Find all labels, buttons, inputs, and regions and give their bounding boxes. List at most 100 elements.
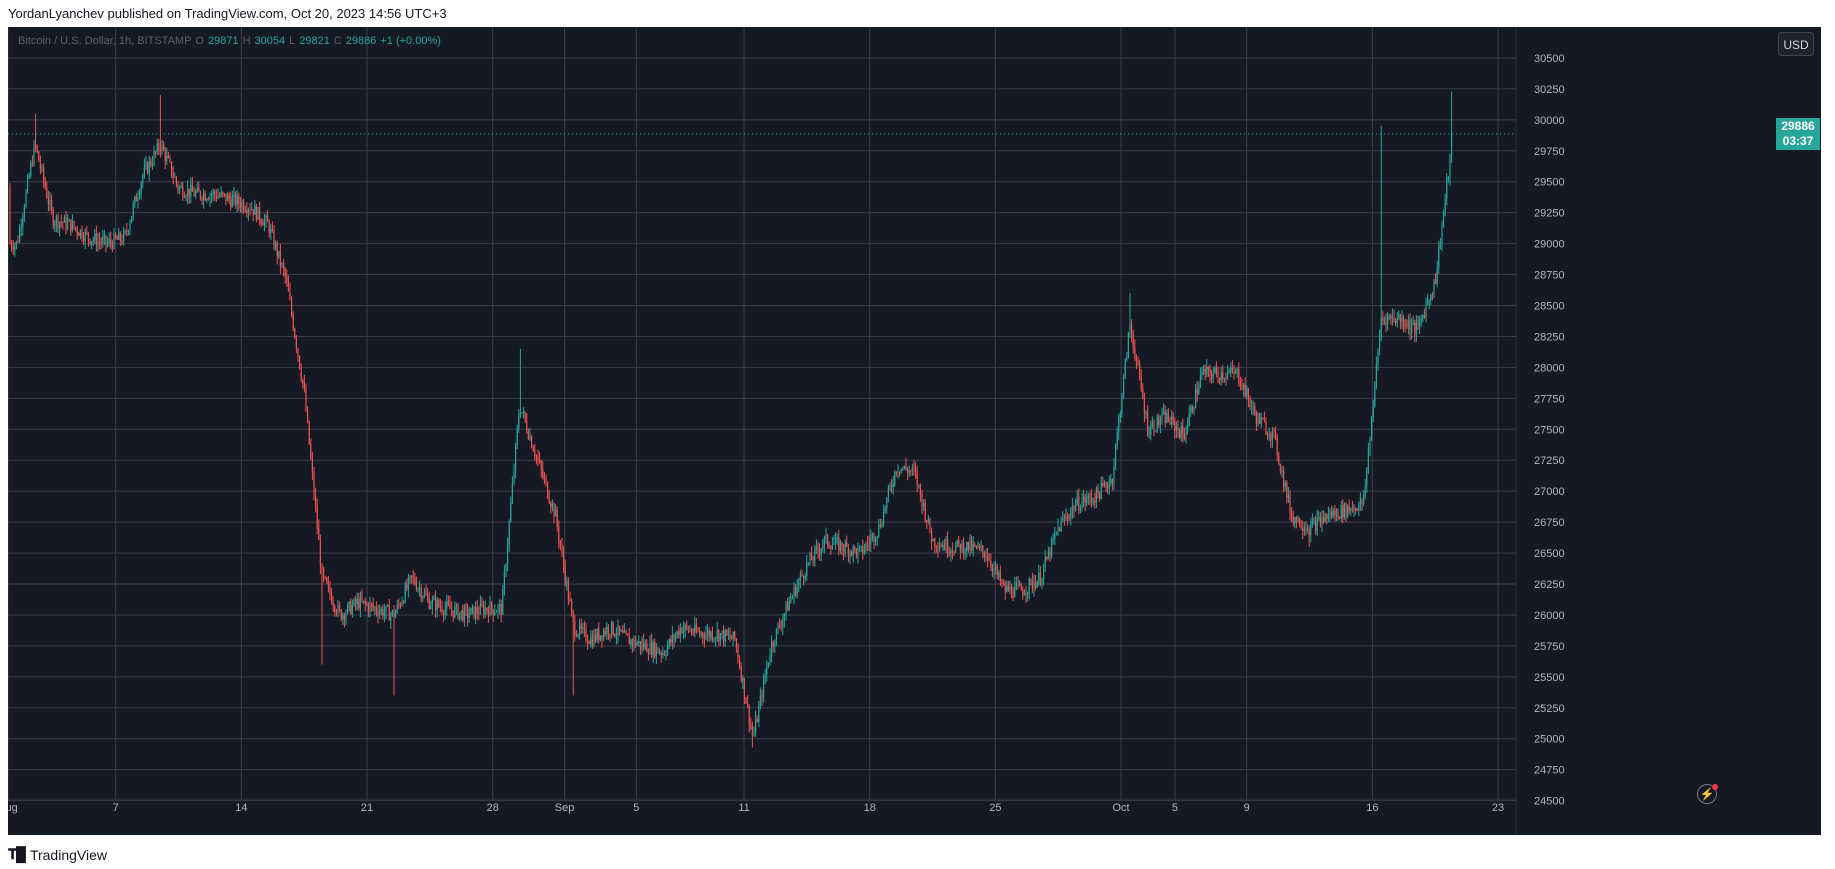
candle-body <box>875 539 877 542</box>
candle-body <box>447 601 449 605</box>
candle-body <box>751 726 753 736</box>
candle-body <box>1399 314 1401 322</box>
candle-body <box>1281 470 1283 472</box>
candle-body <box>636 643 638 646</box>
currency-button[interactable]: USD <box>1778 32 1814 56</box>
candle-body <box>1271 429 1273 440</box>
candle-body <box>1177 426 1179 431</box>
candle-body <box>1209 369 1211 375</box>
candle-body <box>503 572 505 589</box>
y-tick-label: 30500 <box>1534 53 1565 65</box>
candle-body <box>252 209 254 215</box>
candle-body <box>814 547 816 561</box>
candle-body <box>270 228 272 234</box>
candle-body <box>1286 482 1288 498</box>
candle-body <box>33 144 35 165</box>
candle-body <box>548 497 550 503</box>
y-tick-label: 25750 <box>1534 641 1565 653</box>
candle-body <box>193 191 195 197</box>
candle-body <box>833 543 835 546</box>
candle-body <box>838 537 840 552</box>
candle-body <box>115 233 117 238</box>
candle-body <box>563 551 565 567</box>
candle-body <box>703 636 705 640</box>
candle-body <box>292 314 294 330</box>
legend-high: 30054 <box>254 35 286 47</box>
candle-body <box>492 609 494 615</box>
candle-body <box>719 633 721 642</box>
candle-body <box>590 637 592 644</box>
candle-body <box>121 240 123 243</box>
y-tick-label: 29250 <box>1534 208 1565 220</box>
candle-body <box>980 546 982 548</box>
candle-body <box>1214 368 1216 374</box>
candle-body <box>1147 413 1149 435</box>
candle-body <box>1329 511 1331 516</box>
candle-body <box>660 652 662 655</box>
candle-body <box>515 444 517 471</box>
candle-body <box>1361 499 1363 505</box>
candle-body <box>1051 539 1053 557</box>
candle-body <box>700 633 702 635</box>
candle-body <box>782 619 784 627</box>
candle-body <box>975 545 977 549</box>
candle-body <box>1100 483 1102 499</box>
candle-body <box>1316 517 1318 532</box>
candle-body <box>1403 317 1405 327</box>
bar-countdown: 03:37 <box>1782 133 1814 148</box>
candle-body <box>187 188 189 197</box>
candle-body <box>516 428 518 445</box>
candle-body <box>828 545 830 548</box>
candle-body <box>401 601 403 606</box>
candle-body <box>251 209 253 211</box>
candle-body <box>743 678 745 698</box>
x-tick-label: Sep <box>555 802 575 814</box>
candle-body <box>638 641 640 644</box>
candle-body <box>649 642 651 654</box>
candle-body <box>758 705 760 722</box>
candle-body <box>286 276 288 281</box>
candle-body <box>425 592 427 596</box>
candle-body <box>1041 578 1043 585</box>
candle-body <box>572 611 574 622</box>
candle-body <box>1123 375 1125 397</box>
candle-body <box>211 194 213 196</box>
candle-body <box>41 167 43 169</box>
candle-body <box>1278 455 1280 464</box>
candle-body <box>355 599 357 605</box>
candle-body <box>1180 426 1182 438</box>
candle-body <box>1025 593 1027 595</box>
candle-body <box>380 608 382 612</box>
candle-body <box>116 237 118 240</box>
candle-body <box>323 568 325 577</box>
candle-body <box>126 230 128 232</box>
candle-body <box>615 635 617 637</box>
lightning-alert-icon[interactable]: ⚡ <box>1697 784 1717 804</box>
price-chart[interactable]: 24500 24750 25000 25250 25500 25750 26000 26250… <box>8 27 1821 835</box>
candle-body <box>1143 398 1145 415</box>
candle-body <box>155 151 157 153</box>
candle-body <box>1049 550 1051 557</box>
candle-body <box>1054 533 1056 539</box>
candle-body <box>1167 413 1169 422</box>
candle-body <box>1031 579 1033 589</box>
candle-body <box>1046 557 1048 560</box>
candle-body <box>100 241 102 243</box>
candle-body <box>948 552 950 554</box>
candle-body <box>1425 305 1427 318</box>
candle-body <box>379 611 381 616</box>
candle-body <box>1027 591 1029 595</box>
candle-body <box>363 600 365 602</box>
candle-body <box>619 626 621 632</box>
candle-body <box>806 562 808 576</box>
candle-body <box>663 653 665 655</box>
candle-body <box>1153 422 1155 432</box>
candle-body <box>412 575 414 577</box>
candle-body <box>535 456 537 458</box>
candle-body <box>531 436 533 448</box>
candle-body <box>551 503 553 508</box>
candle-body <box>1412 322 1414 325</box>
candle-body <box>756 718 758 722</box>
candle-body <box>1406 326 1408 328</box>
candle-body <box>1084 496 1086 503</box>
